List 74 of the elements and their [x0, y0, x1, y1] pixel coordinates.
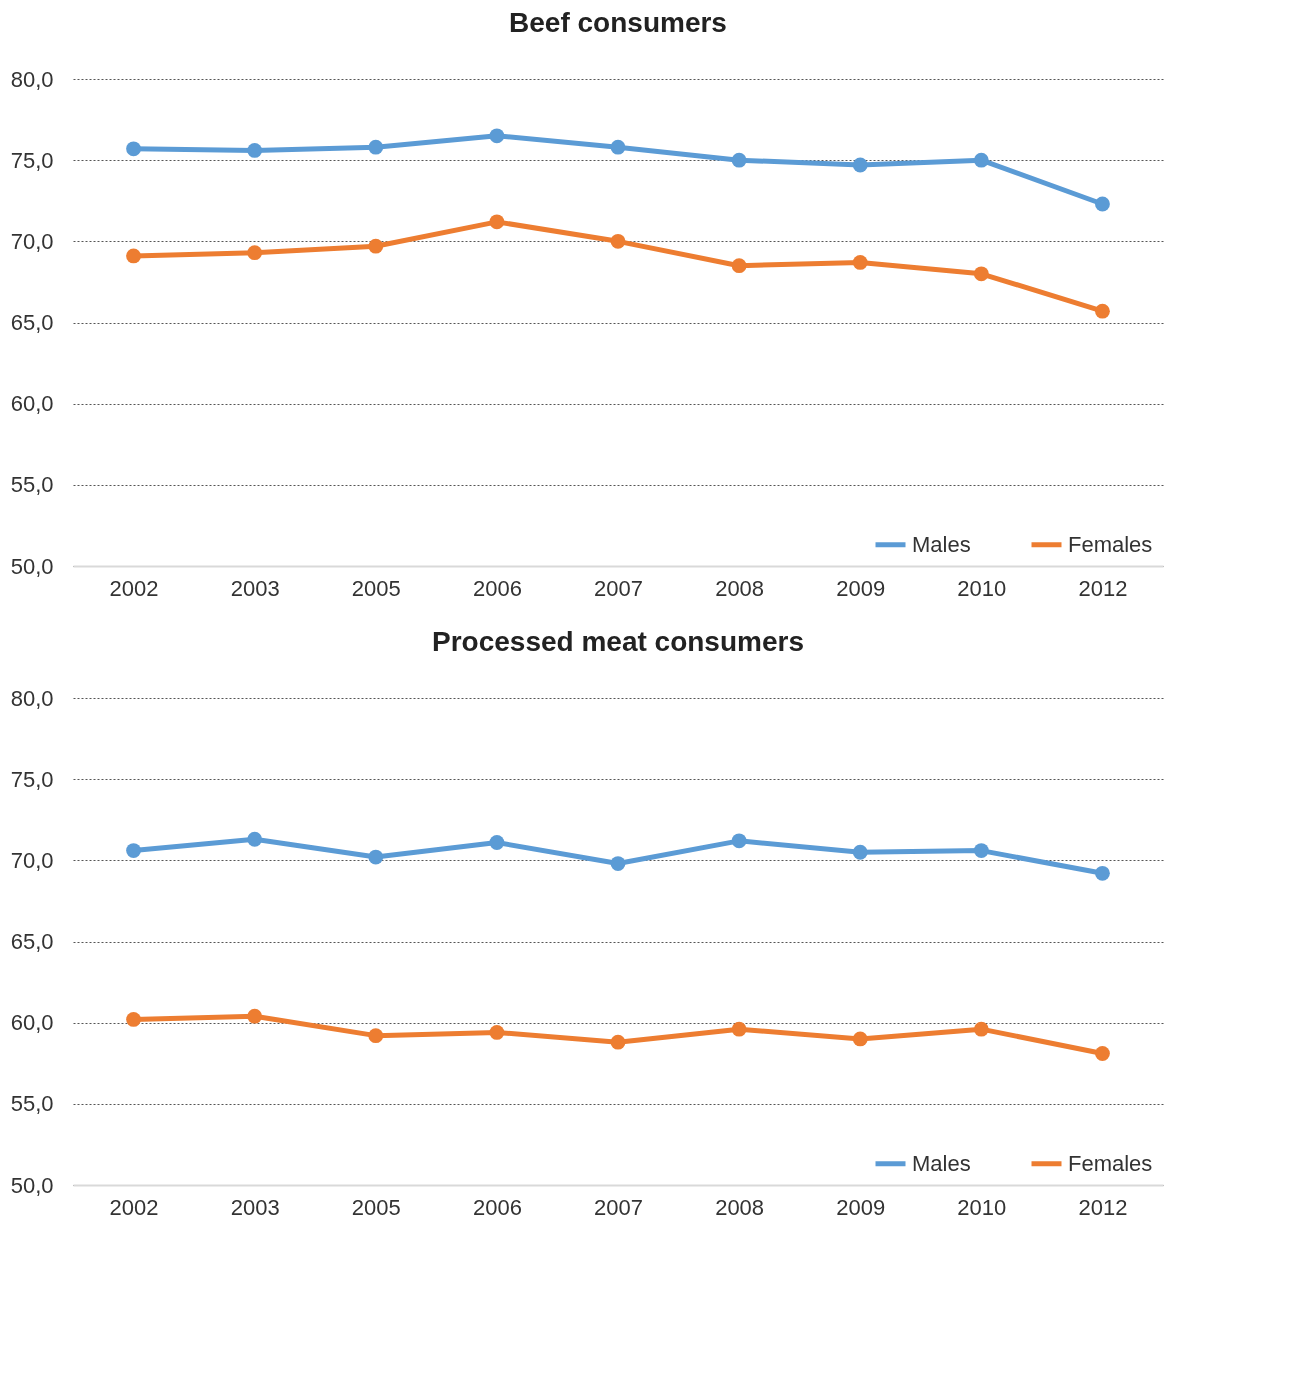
y-tick-label: 70,0	[10, 847, 54, 873]
y-tick-label: 60,0	[10, 1010, 54, 1036]
y-tick-label: 55,0	[10, 1091, 54, 1117]
point	[852, 157, 868, 173]
point	[852, 844, 868, 860]
point	[1095, 196, 1110, 212]
x-tick-label: 2009	[836, 575, 886, 601]
x-tick-label: 2010	[957, 1194, 1007, 1220]
point	[126, 1012, 141, 1027]
point	[489, 214, 505, 230]
x-tick-label: 2012	[1078, 575, 1128, 601]
y-tick-label: 80,0	[10, 685, 54, 711]
x-tick-label: 2007	[594, 1194, 643, 1220]
point	[247, 831, 263, 847]
point	[368, 849, 384, 865]
point	[247, 1008, 263, 1024]
point	[731, 258, 747, 274]
point	[973, 1021, 989, 1037]
point	[610, 1034, 626, 1050]
x-tick-label: 2010	[957, 575, 1007, 601]
y-tick-label: 65,0	[10, 929, 54, 954]
x-tick-label: 2007	[594, 575, 643, 601]
point	[247, 245, 263, 261]
x-tick-label: 2012	[1078, 1194, 1128, 1220]
y-tick-label: 55,0	[10, 472, 54, 498]
point	[368, 139, 384, 155]
y-tick-label: 75,0	[10, 766, 54, 792]
point	[126, 141, 141, 157]
legend-label: Males	[912, 1150, 971, 1176]
point	[1095, 303, 1110, 319]
point	[973, 266, 989, 282]
point	[1095, 1046, 1110, 1061]
y-tick-label: 80,0	[10, 66, 54, 92]
point	[852, 1031, 868, 1047]
point	[368, 1028, 384, 1044]
legend-label: Females	[1068, 531, 1153, 557]
point	[731, 152, 747, 168]
point	[368, 238, 384, 254]
y-tick-label: 70,0	[10, 228, 54, 254]
point	[247, 143, 263, 158]
point	[610, 139, 626, 155]
point	[610, 233, 626, 249]
point	[610, 856, 626, 871]
legend-label: Females	[1068, 1150, 1153, 1176]
point	[489, 128, 505, 144]
point	[489, 835, 505, 850]
x-tick-label: 2006	[472, 1194, 522, 1220]
point	[489, 1025, 505, 1040]
x-tick-label: 2008	[715, 1194, 765, 1220]
x-tick-label: 2006	[472, 575, 522, 601]
point	[731, 1021, 747, 1037]
chart-title: Beef consumers	[509, 7, 727, 38]
x-tick-label: 2003	[230, 1194, 280, 1220]
x-tick-label: 2009	[836, 1194, 886, 1220]
y-tick-label: 60,0	[10, 391, 54, 417]
point	[126, 248, 141, 264]
legend-label: Males	[912, 531, 971, 557]
point	[973, 152, 989, 168]
x-tick-label: 2003	[230, 575, 280, 601]
y-tick-label: 50,0	[10, 1172, 54, 1198]
point	[1095, 865, 1110, 881]
chart-title: Processed meat consumers	[432, 626, 804, 657]
point	[973, 843, 989, 858]
x-tick-label: 2008	[715, 575, 765, 601]
x-tick-label: 2005	[351, 575, 401, 601]
point	[731, 833, 747, 849]
x-tick-label: 2002	[109, 575, 159, 601]
x-tick-label: 2005	[351, 1194, 401, 1220]
y-tick-label: 50,0	[10, 553, 54, 579]
x-tick-label: 2002	[109, 1194, 159, 1220]
y-tick-label: 65,0	[10, 310, 54, 335]
point	[852, 255, 868, 270]
y-tick-label: 75,0	[10, 147, 54, 173]
point	[126, 843, 141, 858]
